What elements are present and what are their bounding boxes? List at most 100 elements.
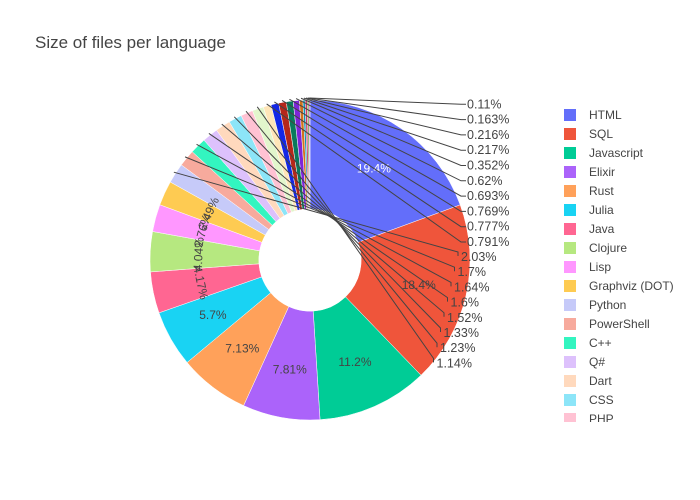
leader-line <box>306 97 466 136</box>
legend-swatch <box>564 299 576 311</box>
slice-label: 0.693% <box>467 189 509 203</box>
legend-item[interactable]: Python <box>564 298 626 312</box>
legend-item[interactable]: PHP <box>564 412 614 426</box>
slice-label: 1.52% <box>447 311 482 325</box>
legend-item[interactable]: SQL <box>564 127 613 141</box>
legend-swatch <box>564 147 576 159</box>
legend-label: Elixir <box>589 165 615 179</box>
slice-label: 0.62% <box>467 174 502 188</box>
legend[interactable]: HTML SQL Javascript Elixir Rust Julia Java Cloj… <box>564 108 674 426</box>
legend-swatch <box>564 356 576 368</box>
legend-swatch <box>564 375 576 387</box>
legend-item[interactable]: Q# <box>564 355 605 369</box>
leader-line <box>196 143 452 287</box>
slice-label: 18.4% <box>402 278 436 292</box>
slice-label: 1.6% <box>451 296 480 310</box>
leader-line <box>208 133 448 302</box>
slice-label: 7.13% <box>225 342 259 356</box>
legend-item[interactable]: Javascript <box>564 146 644 160</box>
legend-label: PHP <box>589 412 614 426</box>
leader-line <box>266 103 466 243</box>
legend-label: C++ <box>589 336 612 350</box>
legend-swatch <box>564 394 576 406</box>
slice-label: 11.2% <box>338 355 371 369</box>
leader-line <box>307 97 466 121</box>
slice-label: 0.11% <box>467 97 502 111</box>
legend-label: Python <box>589 298 626 312</box>
slice-label: 4.17% <box>190 265 211 301</box>
slice-label: 0.777% <box>467 220 509 234</box>
legend-label: Rust <box>589 184 614 198</box>
legend-label: Graphviz (DOT) <box>589 279 674 293</box>
slice-label: 1.7% <box>458 265 487 279</box>
legend-swatch <box>564 109 576 121</box>
slice-label: 0.163% <box>467 113 509 127</box>
legend-swatch <box>564 242 576 254</box>
slice-label: 0.216% <box>467 128 509 142</box>
legend-item[interactable]: CSS <box>564 393 614 407</box>
slice-label: 4.04% <box>191 236 207 271</box>
outside-labels: 2.03%1.7%1.64% 1.6%1.52%1.33%1.23%1.14% 0.… <box>173 97 509 370</box>
leader-line <box>295 98 466 182</box>
slice-labels: 19.4%18.4%11.2%7.81%7.13%5.7%4.17%4.04%2… <box>190 161 436 376</box>
legend-swatch <box>564 204 576 216</box>
legend-swatch <box>564 185 576 197</box>
legend-label: Julia <box>589 203 614 217</box>
slice-label: 0.769% <box>467 204 509 218</box>
slice-label: 0.217% <box>467 143 509 157</box>
leader-line <box>184 156 455 272</box>
legend-item[interactable]: Dart <box>564 374 612 388</box>
pie-slice[interactable] <box>345 204 471 376</box>
slice-label: 1.23% <box>440 341 475 355</box>
legend-item[interactable]: C++ <box>564 336 612 350</box>
legend-swatch <box>564 223 576 235</box>
legend-swatch <box>564 280 576 292</box>
leader-line <box>233 116 441 332</box>
leader-line <box>256 106 434 363</box>
chart-title: Size of files per language <box>35 33 226 52</box>
slice-label: 1.64% <box>454 280 489 294</box>
legend-label: Javascript <box>589 146 644 160</box>
legend-item[interactable]: Graphviz (DOT) <box>564 279 674 293</box>
legend-label: CSS <box>589 393 614 407</box>
leader-line <box>309 97 466 105</box>
legend-label: Java <box>589 222 615 236</box>
legend-item[interactable]: Clojure <box>564 241 627 255</box>
slice-label: 1.33% <box>444 326 479 340</box>
legend-swatch <box>564 413 576 422</box>
slice-label: 0.791% <box>467 235 509 249</box>
legend-item[interactable]: PowerShell <box>564 317 650 331</box>
slice-label: 7.81% <box>273 363 307 377</box>
legend-label: Q# <box>589 355 605 369</box>
legend-label: SQL <box>589 127 613 141</box>
legend-swatch <box>564 337 576 349</box>
legend-label: Lisp <box>589 260 611 274</box>
legend-swatch <box>564 261 576 273</box>
legend-item[interactable]: Lisp <box>564 260 611 274</box>
legend-item[interactable]: Elixir <box>564 165 615 179</box>
legend-swatch <box>564 166 576 178</box>
leader-line <box>221 123 445 317</box>
legend-item[interactable]: Rust <box>564 184 614 198</box>
slice-label: 1.14% <box>437 356 472 370</box>
legend-swatch <box>564 318 576 330</box>
legend-swatch <box>564 128 576 140</box>
leader-line <box>274 101 466 228</box>
legend-label: HTML <box>589 108 622 122</box>
slice-label: 2.03% <box>461 250 496 264</box>
leader-line <box>173 171 459 256</box>
leader-line <box>245 110 438 348</box>
legend-label: Dart <box>589 374 612 388</box>
legend-item[interactable]: Julia <box>564 203 614 217</box>
legend-item[interactable]: HTML <box>564 108 622 122</box>
pie-slices <box>149 99 471 421</box>
legend-label: Clojure <box>589 241 627 255</box>
leader-line <box>300 97 466 166</box>
legend-label: PowerShell <box>589 317 650 331</box>
leader-line <box>303 97 466 151</box>
legend-item[interactable]: Java <box>564 222 615 236</box>
leader-line <box>289 98 466 197</box>
leader-line <box>281 99 466 212</box>
